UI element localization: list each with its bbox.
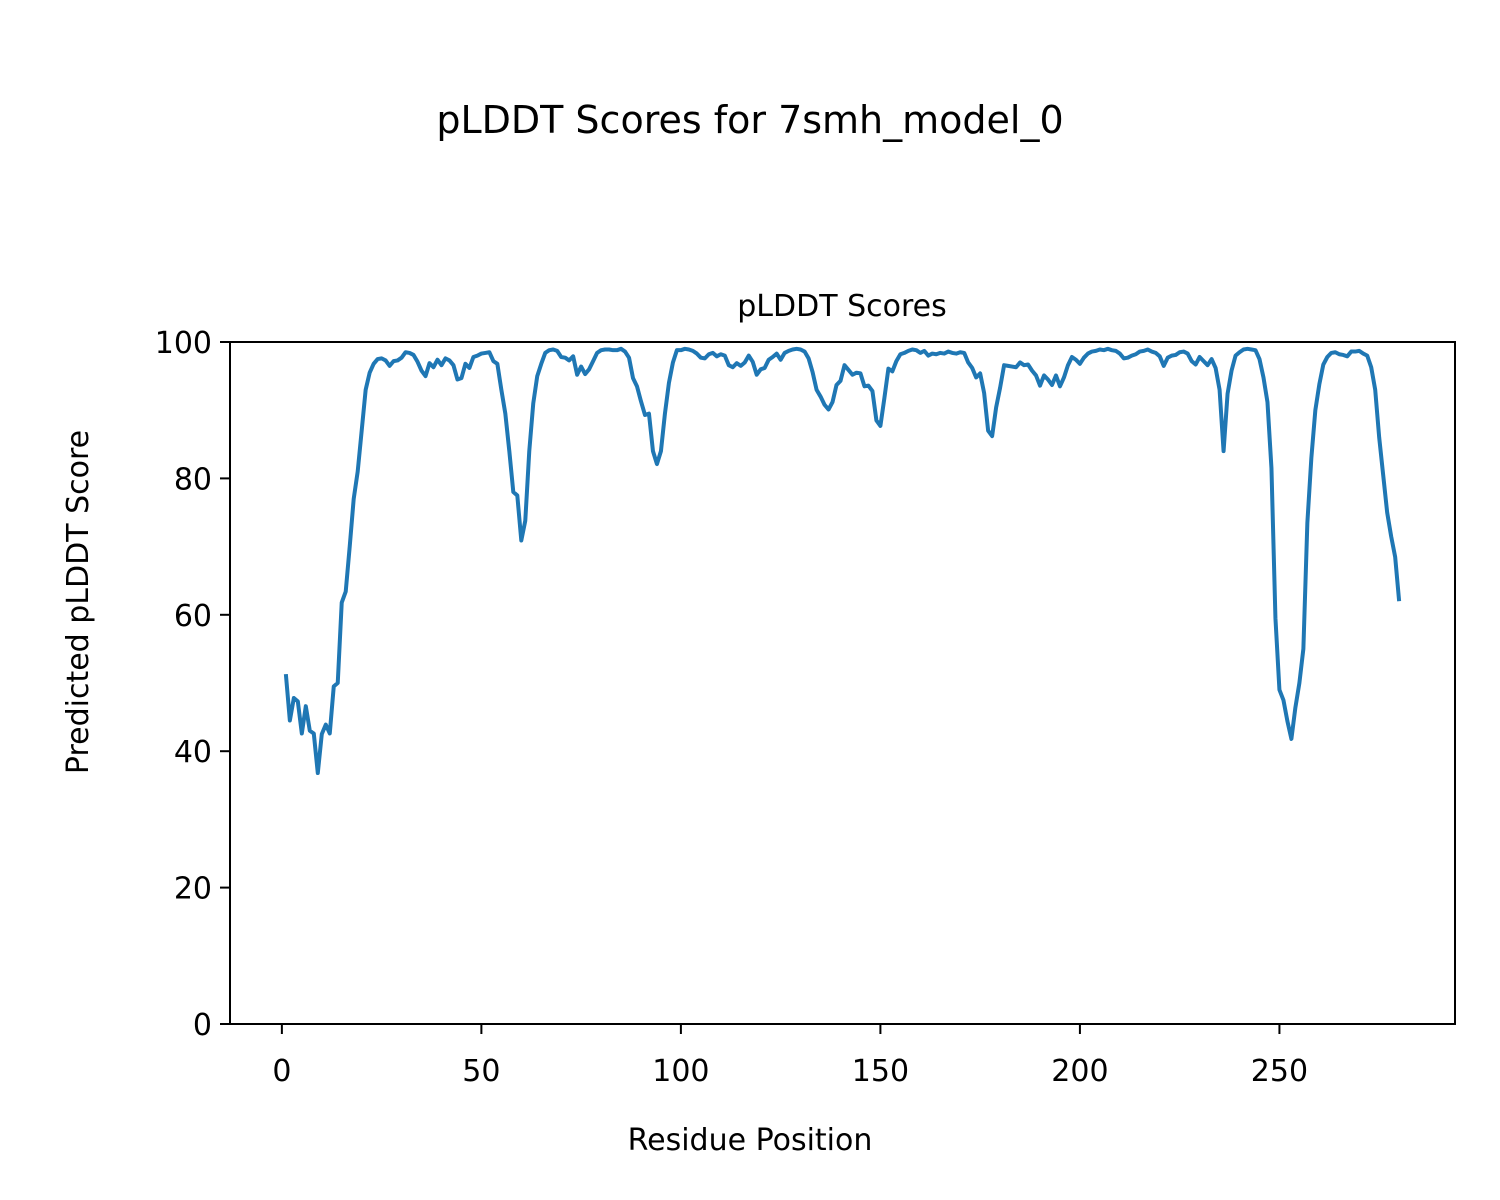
x-ticks: 0 50 100 150 200 250 — [272, 1024, 1308, 1089]
plddt-series-line — [283, 346, 1402, 776]
y-tick-label: 40 — [174, 735, 212, 770]
x-tick-label: 0 — [272, 1054, 291, 1089]
x-tick-label: 100 — [652, 1054, 709, 1089]
plot-area-frame — [229, 341, 1456, 1025]
axes-title: pLDDT Scores — [737, 289, 946, 324]
y-tick-label: 20 — [174, 872, 212, 907]
x-tick-label: 200 — [1051, 1054, 1108, 1089]
y-tick-label: 80 — [174, 462, 212, 497]
y-axis-label: Predicted pLDDT Score — [61, 430, 96, 774]
x-tick-label: 50 — [462, 1054, 500, 1089]
x-tick-label: 250 — [1251, 1054, 1308, 1089]
x-axis-label: Residue Position — [628, 1123, 873, 1158]
y-tick-label: 100 — [155, 326, 212, 361]
figure-suptitle: pLDDT Scores for 7smh_model_0 — [436, 98, 1063, 142]
y-tick-label: 0 — [193, 1008, 212, 1043]
y-tick-label: 60 — [174, 599, 212, 634]
x-tick-label: 150 — [852, 1054, 909, 1089]
series-layer — [283, 346, 1402, 776]
y-ticks: 0 20 40 60 80 100 — [155, 326, 230, 1043]
